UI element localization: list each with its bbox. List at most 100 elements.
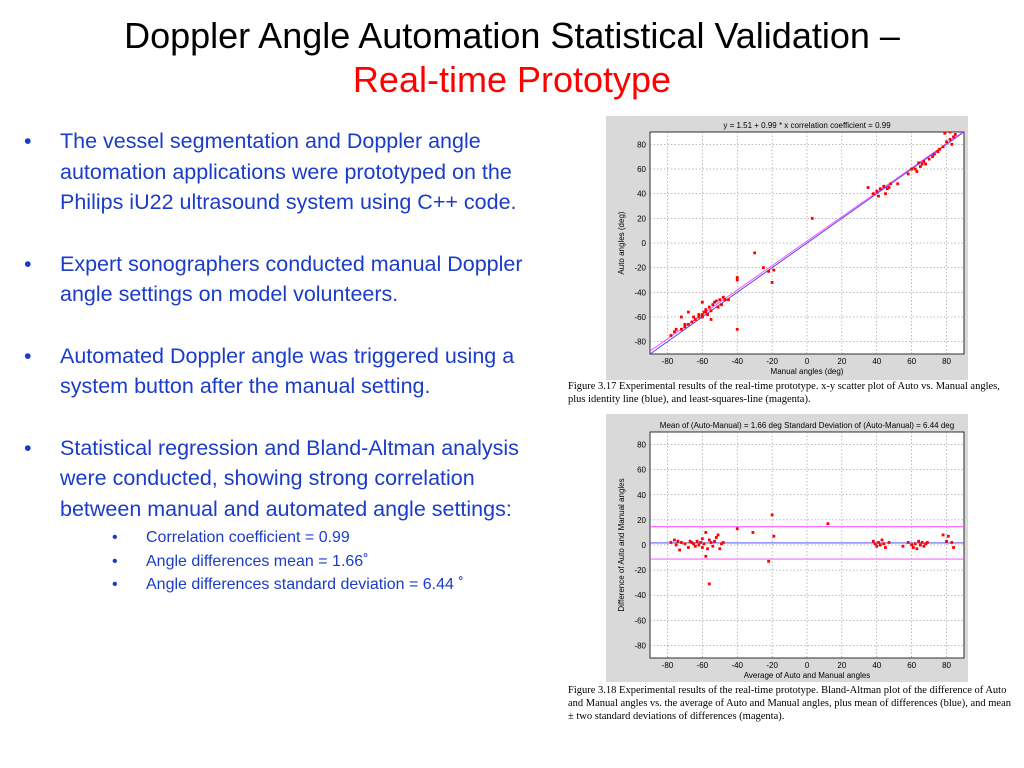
data-point <box>927 157 931 161</box>
bullet-text: Statistical regression and Bland-Altman … <box>60 435 519 521</box>
bullet-dot: • <box>24 129 32 153</box>
sub-bullet-item: • Angle differences mean = 1.66˚ <box>60 550 544 574</box>
data-point <box>735 327 739 331</box>
data-point <box>700 300 704 304</box>
y-tick-label: 0 <box>642 239 647 248</box>
bullet-item: • Statistical regression and Bland-Altman… <box>24 433 544 597</box>
data-point <box>709 309 713 313</box>
data-point <box>716 533 720 537</box>
data-point <box>676 539 680 543</box>
data-point <box>767 559 771 563</box>
data-point <box>692 315 696 319</box>
data-point <box>913 542 917 546</box>
data-point <box>952 546 955 549</box>
y-tick-label: -40 <box>634 591 646 600</box>
data-point <box>723 298 727 302</box>
x-tick-label: 0 <box>805 661 810 670</box>
x-tick-label: -60 <box>697 357 709 366</box>
sub-bullet-text: Angle differences mean = 1.66˚ <box>146 552 369 570</box>
data-point <box>950 142 954 146</box>
data-point <box>711 303 715 307</box>
data-point <box>772 534 776 538</box>
data-point <box>678 548 682 552</box>
x-tick-label: 0 <box>805 357 810 366</box>
data-point <box>826 522 830 526</box>
data-point <box>686 323 690 326</box>
data-point <box>720 303 723 307</box>
y-axis-label: Auto angles (deg) <box>617 211 626 274</box>
data-point <box>871 192 875 196</box>
x-tick-label: 60 <box>907 661 916 670</box>
data-point <box>690 320 694 324</box>
data-point <box>953 133 957 136</box>
data-point <box>714 299 718 303</box>
data-point <box>875 544 879 548</box>
x-tick-label: 20 <box>837 357 846 366</box>
data-point <box>683 325 687 329</box>
y-tick-label: -20 <box>634 566 646 575</box>
data-point <box>686 310 690 314</box>
data-point <box>941 145 945 149</box>
data-point <box>938 147 941 151</box>
y-tick-label: 20 <box>637 214 646 223</box>
bullet-dot: • <box>112 576 118 593</box>
bullet-list: • The vessel segmentation and Doppler ang… <box>24 126 544 597</box>
figure-2-caption: Figure 3.18 Experimental results of the … <box>568 685 1011 722</box>
data-point <box>910 167 914 171</box>
y-tick-label: -20 <box>634 264 646 273</box>
data-point <box>680 327 683 331</box>
x-tick-label: -20 <box>766 661 778 670</box>
data-point <box>896 182 900 186</box>
data-point <box>700 537 704 541</box>
bullet-text: Expert sonographers conducted manual Dop… <box>60 251 523 307</box>
data-point <box>918 165 922 168</box>
x-tick-label: -60 <box>697 661 709 670</box>
sub-bullet-item: • Angle differences standard deviation = … <box>60 573 544 597</box>
data-point <box>915 170 919 173</box>
data-point <box>669 334 673 337</box>
data-point <box>810 216 814 220</box>
y-tick-label: -60 <box>634 313 646 322</box>
bullet-dot: • <box>24 343 32 368</box>
x-tick-label: 60 <box>907 357 916 366</box>
y-tick-label: 0 <box>642 541 647 550</box>
data-point <box>680 541 683 544</box>
data-point <box>931 155 934 159</box>
y-tick-label: 40 <box>637 190 646 199</box>
x-tick-label: 80 <box>942 661 951 670</box>
data-point <box>943 132 947 135</box>
y-axis-label: Difference of Auto and Manual angles <box>617 478 626 611</box>
data-point <box>877 541 880 544</box>
figure-1-caption: Figure 3.17 Experimental results of the … <box>568 381 1000 405</box>
title-main: Doppler Angle Automation Statistical Val… <box>124 15 900 56</box>
figure-1-frame: y = 1.51 + 0.99 * x correlation coeffici… <box>606 116 968 380</box>
data-point <box>704 531 708 534</box>
x-tick-label: 40 <box>872 661 881 670</box>
scatter-plot-auto-vs-manual: y = 1.51 + 0.99 * x correlation coeffici… <box>617 121 965 376</box>
data-point <box>693 318 697 321</box>
y-tick-label: 60 <box>637 165 646 174</box>
data-point <box>683 542 687 546</box>
data-point <box>941 533 945 537</box>
y-tick-label: 80 <box>637 441 646 450</box>
data-point <box>706 313 709 316</box>
bullet-dot: • <box>112 529 118 546</box>
x-tick-label: 80 <box>942 357 951 366</box>
x-tick-label: -20 <box>766 357 778 366</box>
sub-bullet-item: • Correlation coefficient = 0.99 <box>60 526 544 550</box>
data-point <box>721 295 725 299</box>
data-point <box>885 187 889 191</box>
y-tick-label: 20 <box>637 516 646 525</box>
data-point <box>882 184 886 188</box>
data-point <box>714 536 718 539</box>
data-point <box>901 544 905 548</box>
data-point <box>912 546 915 549</box>
data-point <box>950 541 954 544</box>
data-point <box>718 298 722 302</box>
data-point <box>716 305 720 309</box>
data-point <box>707 582 711 586</box>
data-point <box>673 538 676 542</box>
data-point <box>770 513 774 517</box>
data-point <box>910 543 914 547</box>
data-point <box>948 138 952 141</box>
